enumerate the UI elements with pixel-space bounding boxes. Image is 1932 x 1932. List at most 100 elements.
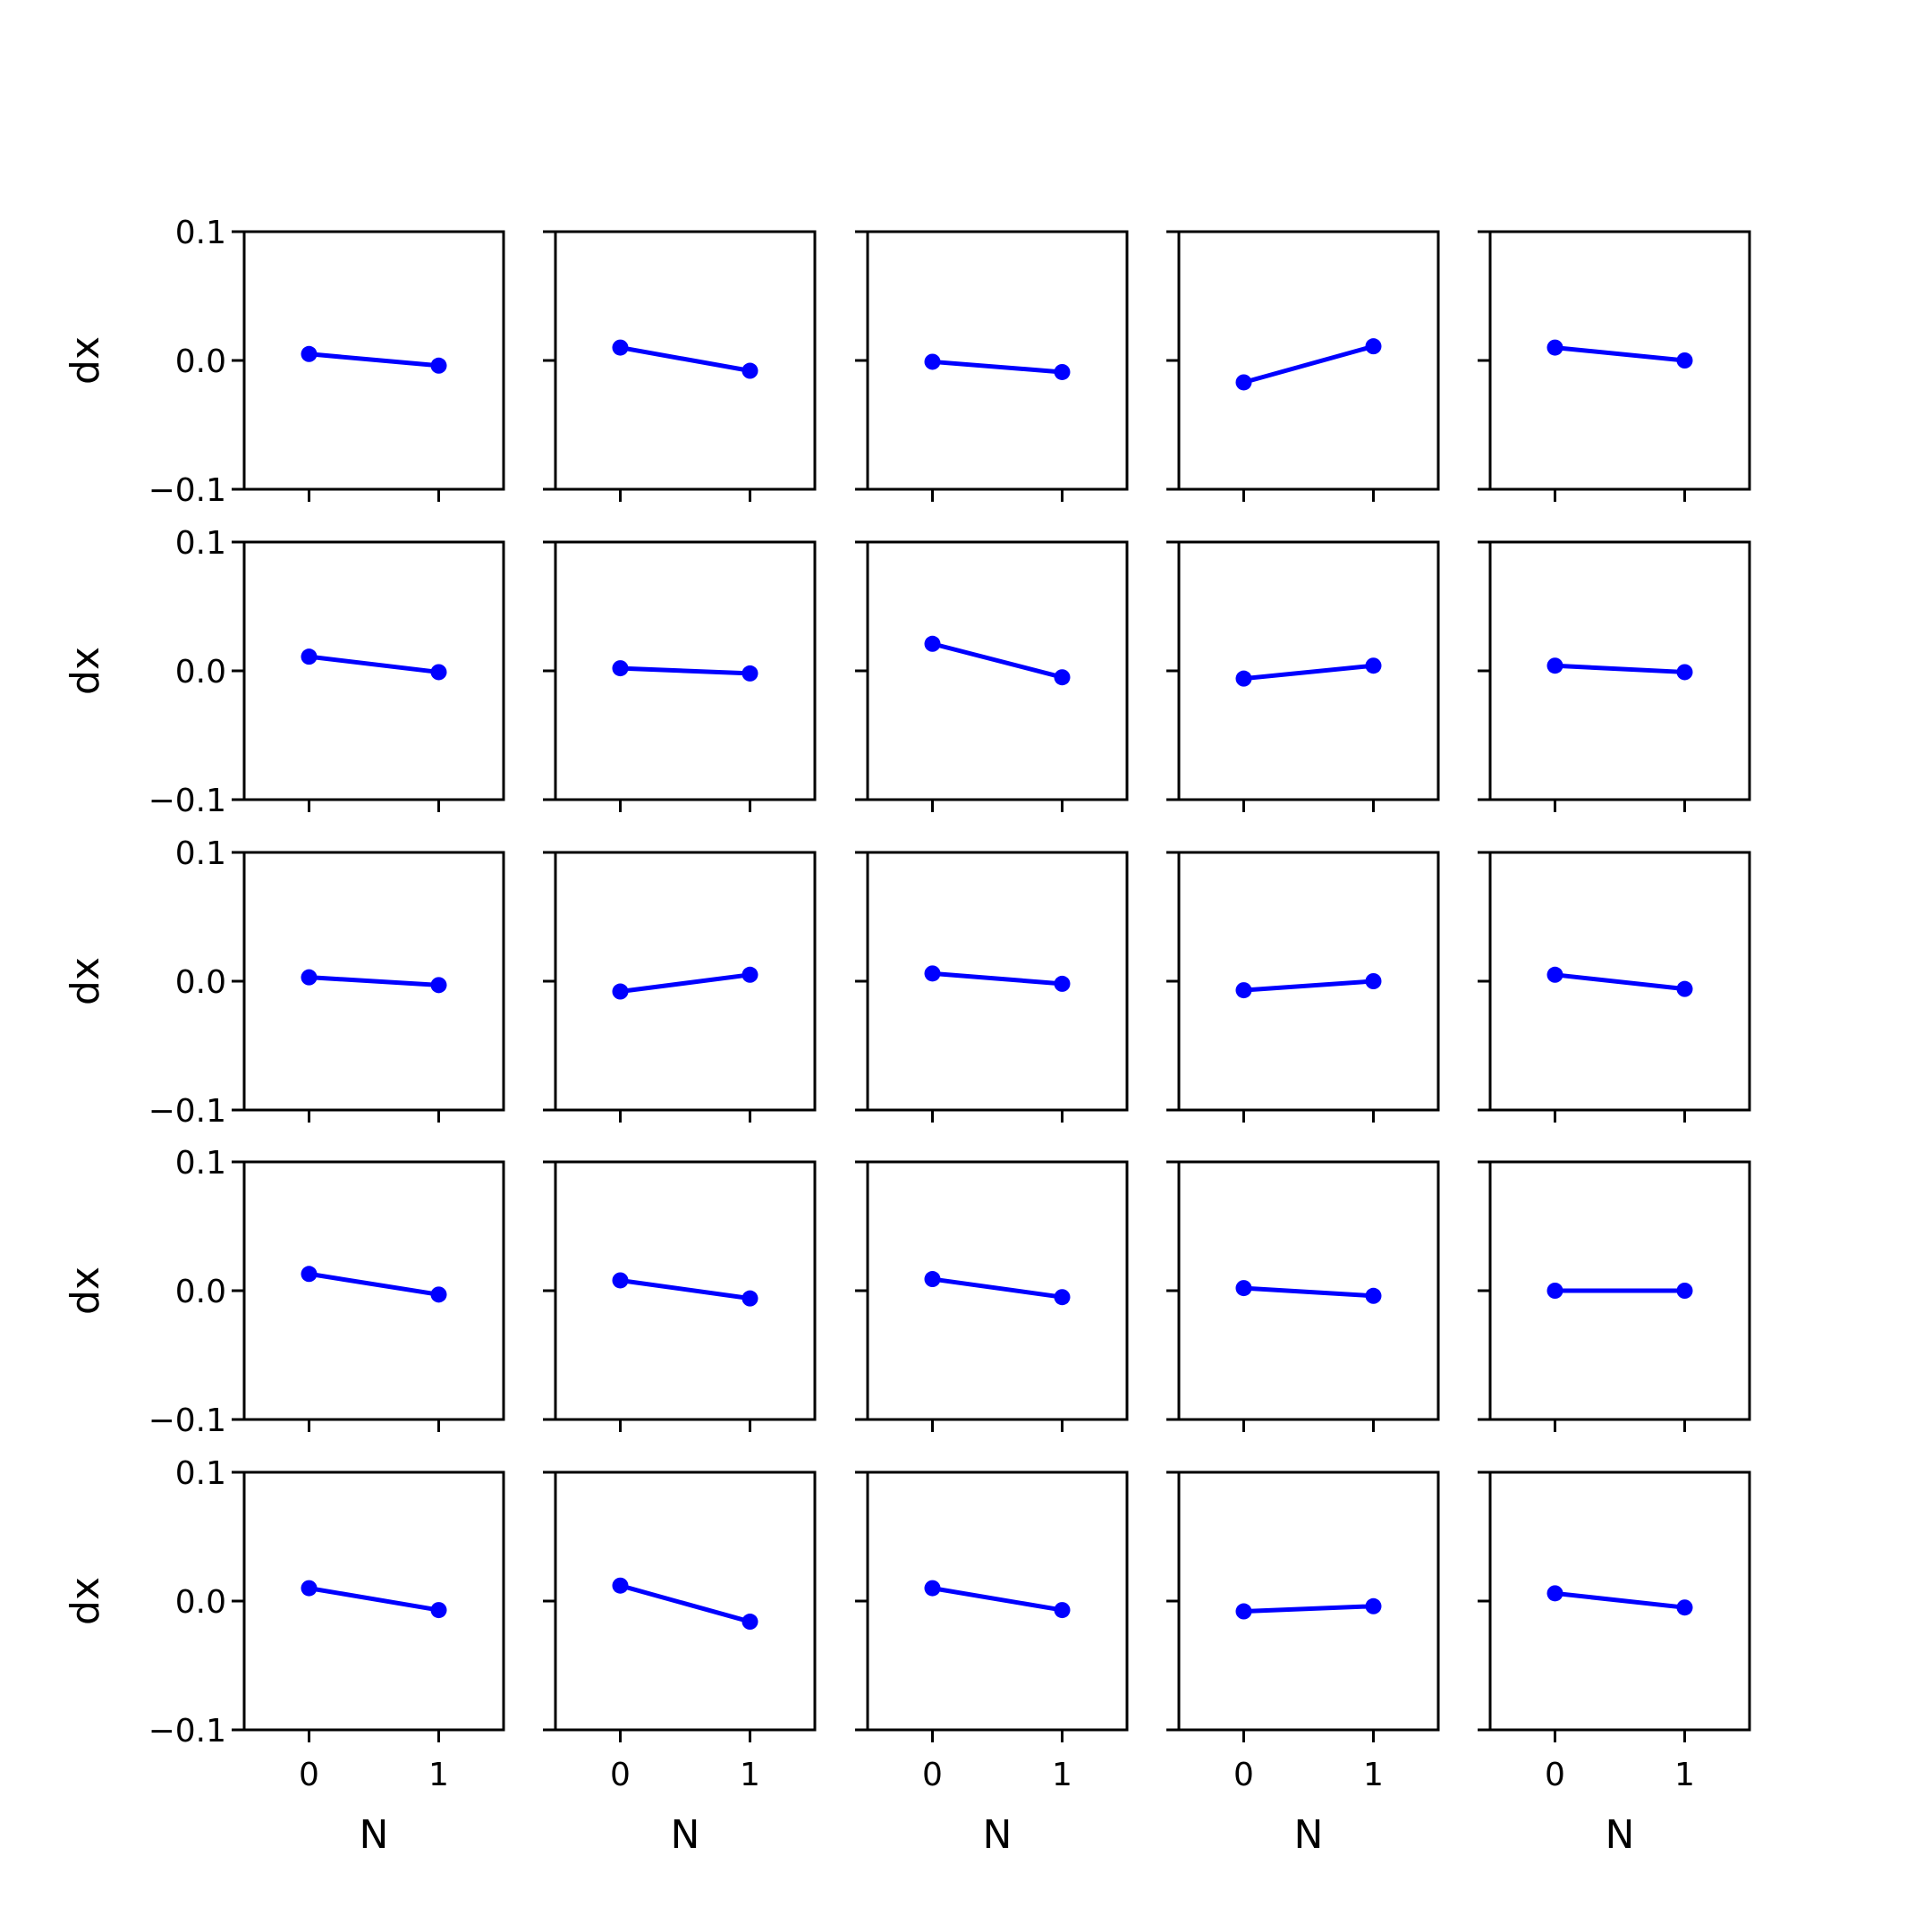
- panel-r3-c1: 0.1 0.0 −0.1 dx: [63, 835, 505, 1130]
- y-tick-label: −0.1: [148, 1402, 226, 1439]
- panel-r4-c2: [543, 1160, 817, 1432]
- axes-frame: [866, 1160, 1129, 1421]
- data-point: [430, 1602, 447, 1619]
- y-axis-label: dx: [63, 1267, 108, 1315]
- axes-frame: [1177, 230, 1440, 491]
- y-tick-label: 0.1: [175, 525, 226, 562]
- y-tick-label: −0.1: [148, 1713, 226, 1750]
- data-point: [430, 977, 447, 994]
- data-point: [1054, 975, 1071, 992]
- series-line: [1555, 1590, 1685, 1610]
- y-tick-label: −0.1: [148, 783, 226, 819]
- axes-frame: [1488, 230, 1751, 491]
- panel-r4-c3: [855, 1160, 1129, 1432]
- x-axis-label: N: [671, 1812, 700, 1858]
- data-point: [1365, 1287, 1382, 1304]
- x-axis-label: N: [360, 1812, 389, 1858]
- data-point: [741, 966, 758, 983]
- data-point: [1546, 1585, 1563, 1602]
- x-axis-label: N: [983, 1812, 1013, 1858]
- y-tick-label: 0.1: [175, 1455, 226, 1492]
- y-tick-label: 0.1: [175, 1145, 226, 1182]
- y-axis-label: dx: [63, 336, 108, 385]
- panel-r2-c5: [1478, 540, 1751, 812]
- axes-frame: [554, 1470, 817, 1732]
- data-point: [741, 362, 758, 379]
- data-point: [430, 357, 447, 374]
- series-line: [619, 1583, 751, 1624]
- series-line: [309, 1586, 439, 1613]
- x-tick-label: 1: [1052, 1757, 1072, 1793]
- y-tick-label: 0.0: [175, 1274, 226, 1310]
- series-line: [1555, 972, 1685, 992]
- data-point: [1546, 1283, 1563, 1299]
- data-point: [1235, 670, 1252, 687]
- data-point: [741, 1614, 758, 1631]
- data-point: [1054, 669, 1071, 686]
- x-tick-label: 0: [299, 1757, 319, 1793]
- data-point: [301, 1580, 318, 1597]
- data-point: [1546, 657, 1563, 674]
- panel-r2-c1: 0.1 0.0 −0.1 dx: [63, 525, 505, 819]
- series-line: [1243, 979, 1374, 993]
- y-axis-label: dx: [63, 957, 108, 1005]
- data-point: [1365, 338, 1382, 355]
- x-tick-label: 1: [428, 1757, 449, 1793]
- panel-r3-c3: [855, 851, 1129, 1123]
- x-axis-label: N: [1606, 1812, 1635, 1858]
- x-tick-label: 0: [1233, 1757, 1254, 1793]
- axes-frame: [866, 230, 1129, 491]
- data-point: [1546, 339, 1563, 356]
- data-point: [301, 648, 318, 665]
- series-line: [620, 972, 750, 994]
- series-line: [309, 654, 439, 674]
- data-point: [612, 1577, 629, 1594]
- data-point: [1365, 973, 1382, 989]
- panel-r5-c1: 0.1 0.0 −0.1 0 1 dx N: [63, 1455, 505, 1858]
- series-line: [1242, 343, 1375, 385]
- series-line: [931, 641, 1063, 680]
- data-point: [612, 983, 629, 1000]
- panel-r2-c4: [1166, 540, 1440, 812]
- data-point: [1676, 1283, 1693, 1299]
- series-line: [620, 1278, 750, 1301]
- y-tick-label: 0.1: [175, 835, 226, 872]
- x-tick-label: 0: [1545, 1757, 1565, 1793]
- panel-r3-c4: [1166, 851, 1440, 1123]
- series-line: [1243, 1604, 1374, 1614]
- axes-frame: [242, 1160, 505, 1421]
- series-line: [1243, 663, 1374, 682]
- panel-r5-c3: 0 1 N: [855, 1470, 1129, 1858]
- y-tick-label: −0.1: [148, 1093, 226, 1130]
- y-axis-label: dx: [63, 647, 108, 695]
- y-tick-label: 0.0: [175, 343, 226, 380]
- axes-frame: [866, 540, 1129, 801]
- series-line: [620, 345, 750, 373]
- y-tick-label: 0.1: [175, 215, 226, 251]
- y-axis-label: dx: [63, 1577, 108, 1625]
- data-point: [924, 1271, 941, 1288]
- data-point: [924, 635, 941, 652]
- data-point: [612, 660, 629, 677]
- data-point: [924, 353, 941, 370]
- x-tick-label: 0: [610, 1757, 631, 1793]
- series-line: [1555, 345, 1685, 363]
- series-line: [932, 1276, 1063, 1300]
- y-tick-label: 0.0: [175, 964, 226, 1001]
- series-line: [932, 359, 1063, 375]
- series-line: [309, 1271, 439, 1297]
- panel-r5-c2: 0 1 N: [543, 1470, 817, 1858]
- panel-r1-c4: [1166, 230, 1440, 502]
- data-point: [301, 1266, 318, 1283]
- series-line: [620, 665, 750, 676]
- series-line: [932, 1586, 1063, 1613]
- data-point: [924, 1580, 941, 1597]
- data-point: [1676, 352, 1693, 369]
- x-tick-label: 1: [740, 1757, 760, 1793]
- panel-r1-c5: [1478, 230, 1751, 502]
- series-line: [309, 975, 439, 987]
- panel-r5-c4: 0 1 N: [1166, 1470, 1440, 1858]
- data-point: [1546, 966, 1563, 983]
- panel-r2-c3: [855, 540, 1129, 812]
- x-tick-label: 0: [922, 1757, 943, 1793]
